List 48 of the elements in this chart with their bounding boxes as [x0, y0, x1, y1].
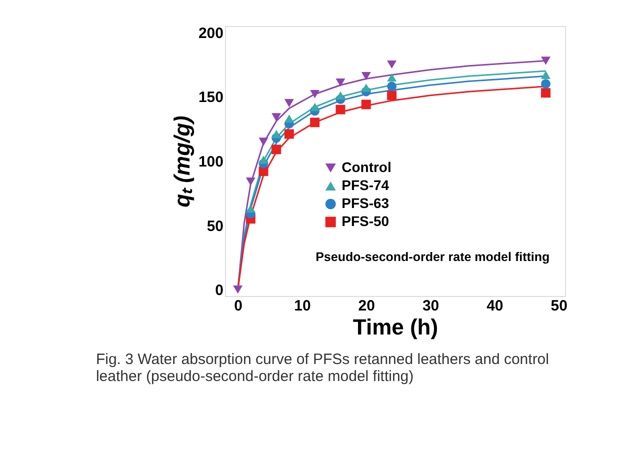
point: [361, 100, 371, 110]
point: [361, 72, 371, 80]
point: [246, 204, 256, 213]
point: [336, 104, 346, 114]
x-tick-label: 10: [294, 298, 311, 314]
point: [387, 82, 397, 92]
point: [272, 144, 282, 154]
x-tick-label: 20: [358, 298, 375, 314]
point: [336, 91, 346, 100]
point: [387, 90, 397, 100]
point: [284, 129, 294, 139]
x-tick-label: 30: [422, 298, 440, 314]
point: [541, 88, 550, 98]
point: [310, 90, 320, 98]
point: [387, 60, 397, 69]
legend-label: Control: [342, 159, 392, 175]
legend-label: PFS-74: [342, 177, 390, 193]
point: [387, 73, 397, 82]
x-tick-label: 40: [486, 298, 504, 314]
y-tick-label: 150: [198, 89, 224, 106]
y-tick-label: 100: [198, 154, 224, 170]
x-axis-title: Time (h): [352, 314, 438, 340]
point: [541, 79, 550, 89]
point: [541, 70, 550, 79]
point: [310, 118, 320, 128]
caption: Fig. 3 Water absorption curve of PFSs retanned leathers and control leather (pseudo-second-order rate model fitting): [96, 351, 549, 385]
point: [310, 102, 320, 112]
y-tick-label: 0: [215, 282, 224, 300]
y-tick-label: 200: [198, 24, 224, 42]
x-tick-label: 0: [234, 298, 242, 314]
legend-label: PFS-63: [342, 195, 390, 211]
y-axis-title: qₜ (mg/g): [169, 116, 194, 208]
point: [258, 138, 268, 146]
point: [284, 99, 294, 108]
x-tick-label: 50: [550, 298, 568, 314]
point: [246, 177, 256, 186]
point: [233, 285, 243, 294]
point: [272, 113, 282, 122]
point: [258, 166, 268, 176]
point: [361, 84, 371, 92]
point: [284, 114, 294, 123]
point: [258, 156, 268, 164]
legend-label: PFS-50: [342, 213, 390, 229]
point: [336, 78, 346, 87]
annotation: Pseudo-second-order rate model fitting: [316, 250, 550, 264]
point: [272, 130, 282, 138]
point: [541, 56, 550, 65]
y-tick-label: 50: [206, 218, 224, 235]
